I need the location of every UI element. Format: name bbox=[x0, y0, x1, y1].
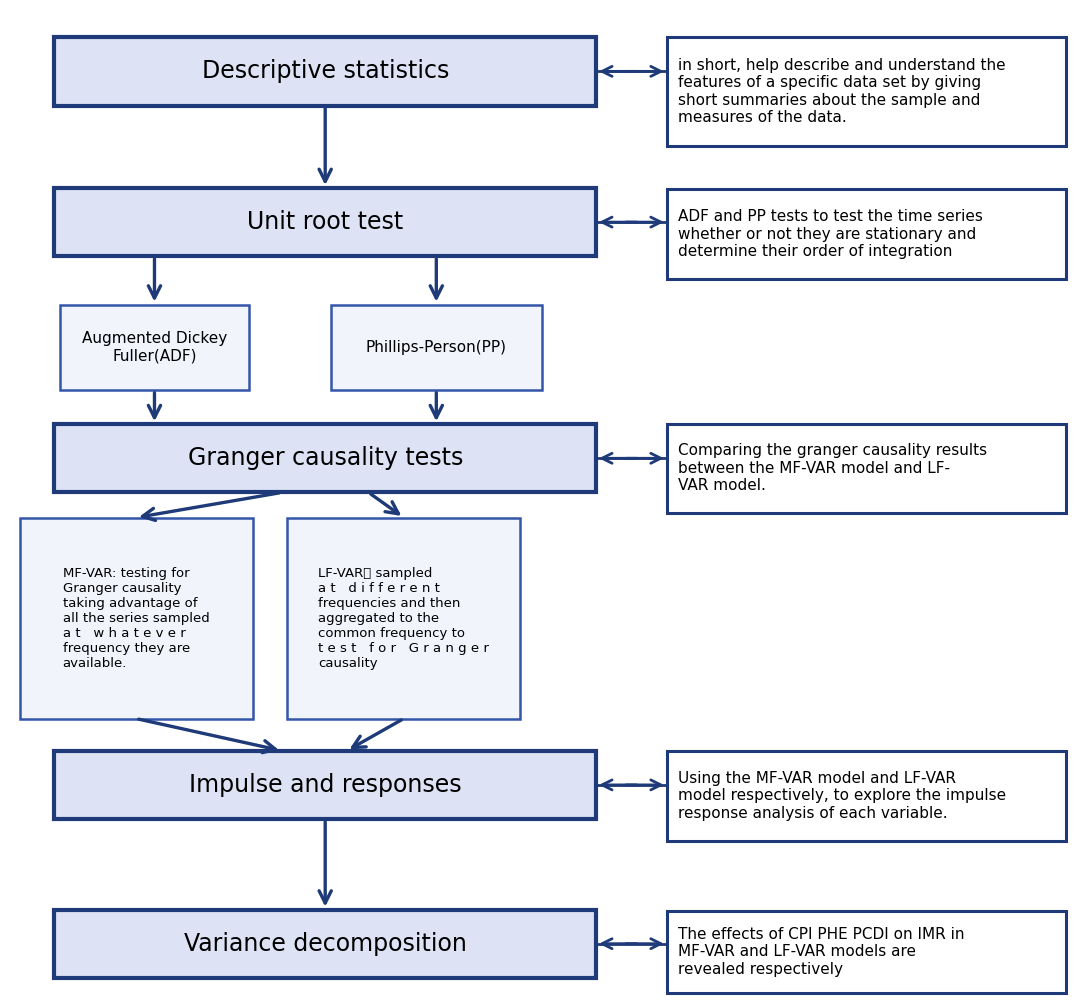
Text: The effects of CPI PHE PCDI on IMR in
MF-VAR and LF-VAR models are
revealed resp: The effects of CPI PHE PCDI on IMR in MF… bbox=[678, 927, 964, 977]
Text: Impulse and responses: Impulse and responses bbox=[189, 773, 462, 797]
Text: Descriptive statistics: Descriptive statistics bbox=[202, 59, 449, 83]
FancyBboxPatch shape bbox=[331, 305, 542, 390]
FancyBboxPatch shape bbox=[667, 189, 1066, 279]
Text: Variance decomposition: Variance decomposition bbox=[184, 932, 466, 956]
Text: LF-VAR： sampled
a t   d i f f e r e n t
frequencies and then
aggregated to the
c: LF-VAR： sampled a t d i f f e r e n t fr… bbox=[319, 567, 489, 669]
Text: Augmented Dickey
Fuller(ADF): Augmented Dickey Fuller(ADF) bbox=[82, 331, 227, 364]
FancyBboxPatch shape bbox=[20, 518, 253, 719]
FancyBboxPatch shape bbox=[54, 188, 596, 256]
Text: MF-VAR: testing for
Granger causality
taking advantage of
all the series sampled: MF-VAR: testing for Granger causality ta… bbox=[63, 567, 209, 669]
FancyBboxPatch shape bbox=[287, 518, 520, 719]
FancyBboxPatch shape bbox=[54, 751, 596, 819]
FancyBboxPatch shape bbox=[667, 424, 1066, 513]
Text: Granger causality tests: Granger causality tests bbox=[188, 446, 463, 470]
FancyBboxPatch shape bbox=[54, 910, 596, 978]
Text: Phillips-Person(PP): Phillips-Person(PP) bbox=[365, 340, 507, 355]
Text: Comparing the granger causality results
between the MF-VAR model and LF-
VAR mod: Comparing the granger causality results … bbox=[678, 443, 986, 493]
Text: in short, help describe and understand the
features of a specific data set by gi: in short, help describe and understand t… bbox=[678, 58, 1005, 125]
Text: Using the MF-VAR model and LF-VAR
model respectively, to explore the impulse
res: Using the MF-VAR model and LF-VAR model … bbox=[678, 771, 1006, 821]
FancyBboxPatch shape bbox=[667, 911, 1066, 993]
FancyBboxPatch shape bbox=[54, 37, 596, 106]
FancyBboxPatch shape bbox=[667, 37, 1066, 146]
FancyBboxPatch shape bbox=[667, 751, 1066, 841]
FancyBboxPatch shape bbox=[60, 305, 249, 390]
Text: ADF and PP tests to test the time series
whether or not they are stationary and
: ADF and PP tests to test the time series… bbox=[678, 209, 982, 259]
FancyBboxPatch shape bbox=[54, 424, 596, 492]
Text: Unit root test: Unit root test bbox=[247, 210, 403, 234]
